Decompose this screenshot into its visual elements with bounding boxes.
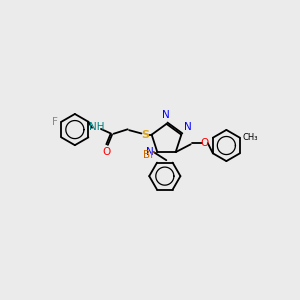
Text: N: N <box>146 147 154 157</box>
Text: F: F <box>52 117 58 127</box>
Text: Br: Br <box>143 150 154 160</box>
Text: O: O <box>201 138 209 148</box>
Text: O: O <box>103 147 111 157</box>
Text: CH₃: CH₃ <box>243 133 258 142</box>
Text: NH: NH <box>89 122 104 132</box>
Text: S: S <box>141 130 149 140</box>
Text: N: N <box>162 110 170 120</box>
Text: N: N <box>184 122 192 132</box>
